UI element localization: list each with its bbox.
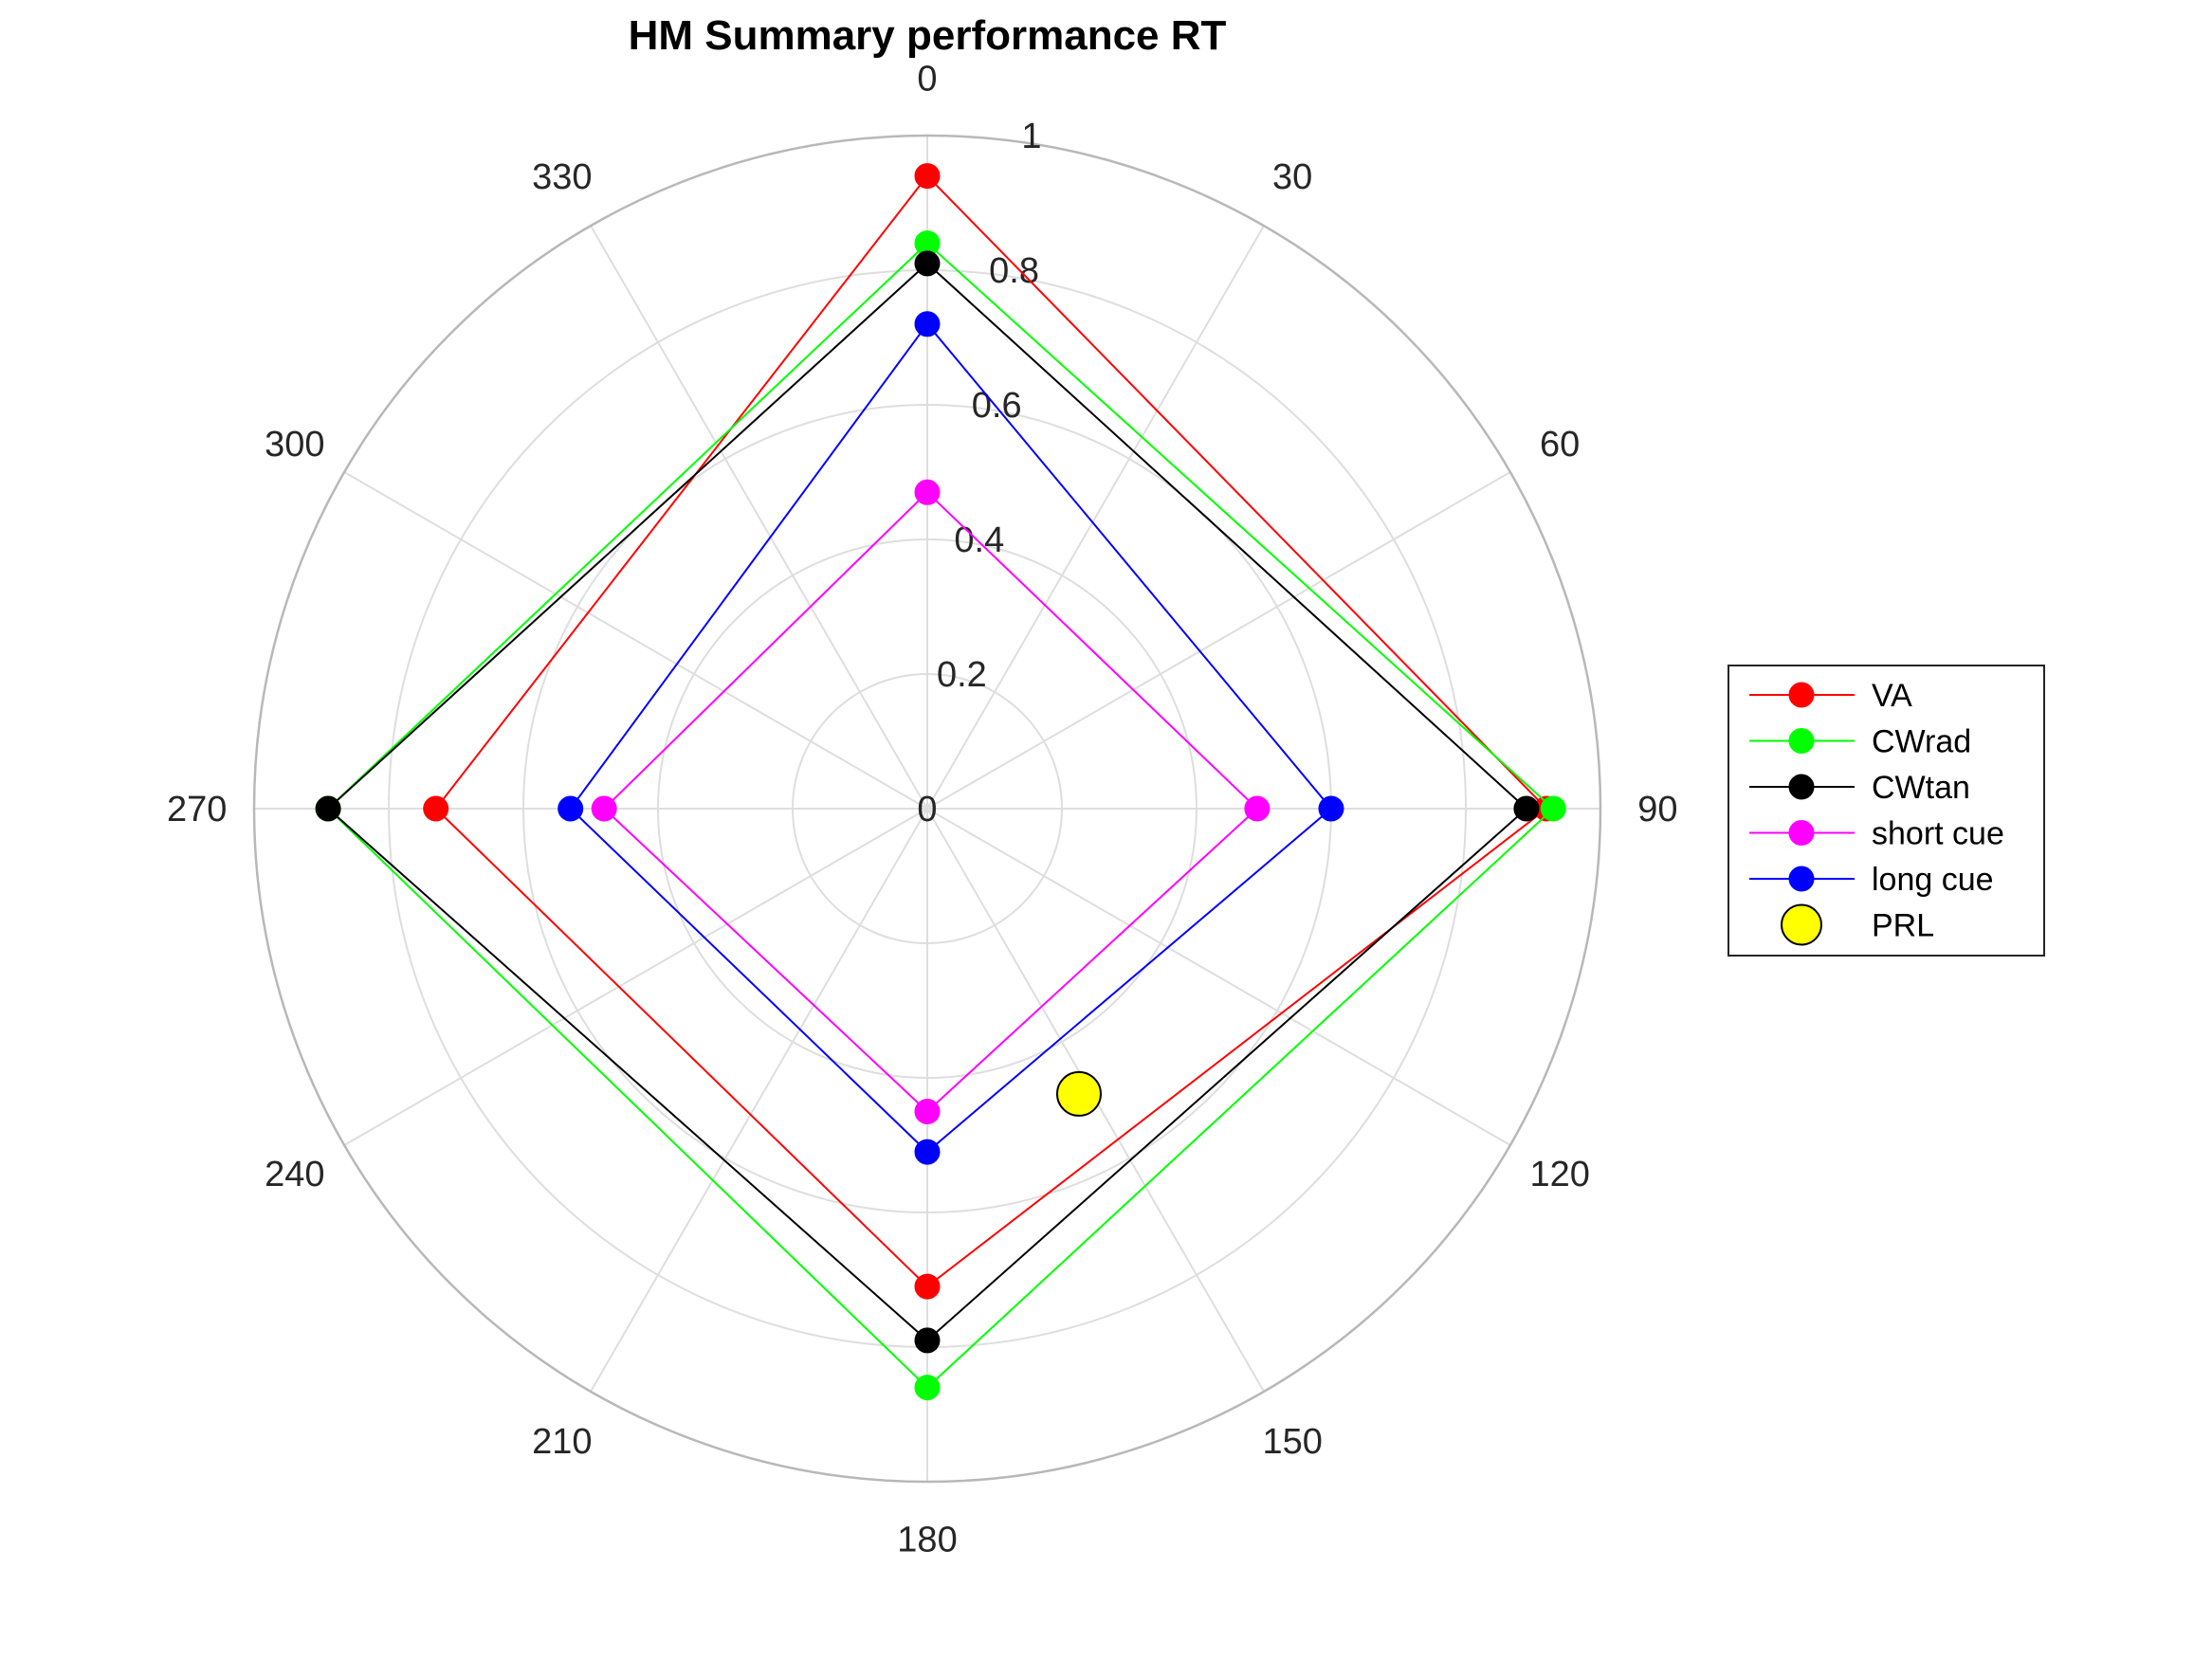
theta-tick-label: 300	[265, 425, 324, 465]
data-point	[914, 1375, 941, 1401]
legend-entry-va: VA	[1749, 678, 1912, 714]
chart-title: HM Summary performance RT	[629, 12, 1227, 59]
theta-tick-label: 240	[265, 1155, 324, 1194]
data-point	[315, 795, 341, 822]
spoke-330	[590, 225, 928, 810]
series-lines	[315, 163, 1566, 1401]
legend-marker	[1788, 820, 1815, 846]
r-tick-label: 1	[1021, 117, 1041, 156]
r-tick-label: 0	[917, 790, 937, 830]
legend-marker	[1788, 866, 1815, 892]
legend-label: CWtan	[1872, 770, 1970, 806]
spoke-120	[926, 808, 1511, 1146]
theta-tick-label: 210	[532, 1422, 592, 1462]
prl-markers	[1055, 1070, 1102, 1117]
legend-label: PRL	[1872, 908, 1934, 944]
data-point	[914, 250, 941, 277]
prl-marker	[1055, 1070, 1102, 1117]
r-tick-label: 0.6	[972, 386, 1022, 426]
data-point	[914, 479, 941, 505]
legend-marker	[1788, 774, 1815, 800]
data-point	[1513, 795, 1540, 822]
data-point	[914, 163, 941, 190]
data-point	[1318, 795, 1344, 822]
data-point	[914, 1327, 941, 1354]
data-point	[1244, 795, 1271, 822]
legend-marker	[1788, 682, 1815, 708]
legend-label: short cue	[1872, 816, 2004, 852]
spoke-60	[926, 471, 1511, 810]
legend-label: long cue	[1872, 862, 1994, 898]
legend-entry-cwrad: CWrad	[1749, 724, 1971, 760]
legend-label: VA	[1872, 678, 1912, 714]
series-cwtan	[315, 250, 1540, 1354]
data-point	[914, 1139, 941, 1165]
theta-tick-label: 180	[897, 1520, 957, 1559]
tick-labels: 00.20.40.60.8103060901201501802102402703…	[167, 60, 1678, 1560]
theta-tick-label: 330	[532, 157, 592, 197]
legend: VA CWrad CWtan short cue long cue PRL	[1728, 665, 2045, 957]
theta-tick-label: 90	[1637, 790, 1677, 830]
ring-1	[252, 134, 1602, 1484]
legend-marker	[1788, 728, 1815, 754]
theta-tick-label: 150	[1262, 1422, 1322, 1462]
legend-label: CWrad	[1872, 724, 1971, 760]
spoke-300	[343, 471, 928, 810]
spoke-240	[343, 808, 928, 1146]
series-va	[423, 163, 1560, 1300]
series-short-cue	[591, 479, 1271, 1124]
theta-tick-label: 30	[1272, 157, 1312, 197]
theta-tick-label: 120	[1529, 1155, 1589, 1194]
series-line	[434, 174, 1548, 1288]
legend-marker	[1781, 903, 1822, 946]
polar-grid	[252, 134, 1602, 1484]
theta-tick-label: 60	[1540, 425, 1580, 465]
legend-entry-cwtan: CWtan	[1749, 770, 1970, 806]
ring-0.2	[792, 673, 1063, 944]
r-tick-label: 0.2	[937, 655, 987, 695]
theta-tick-label: 0	[917, 60, 937, 100]
legend-entry-prl: PRL	[1781, 903, 1934, 946]
series-long-cue	[558, 311, 1344, 1165]
series-line	[569, 323, 1333, 1154]
data-point	[423, 795, 449, 822]
data-point	[914, 1099, 941, 1124]
ring-0.4	[657, 538, 1197, 1079]
data-point	[558, 795, 584, 822]
legend-entry-long-cue: long cue	[1749, 862, 1994, 898]
data-point	[1540, 795, 1566, 822]
spoke-210	[590, 808, 928, 1393]
data-point	[914, 311, 941, 337]
spoke-30	[926, 225, 1265, 810]
legend-entry-short-cue: short cue	[1749, 816, 2004, 852]
data-point	[591, 795, 617, 822]
r-tick-label: 0.8	[989, 251, 1039, 291]
legend-box	[1728, 665, 2045, 957]
data-point	[914, 1273, 941, 1300]
theta-tick-label: 270	[167, 790, 227, 830]
